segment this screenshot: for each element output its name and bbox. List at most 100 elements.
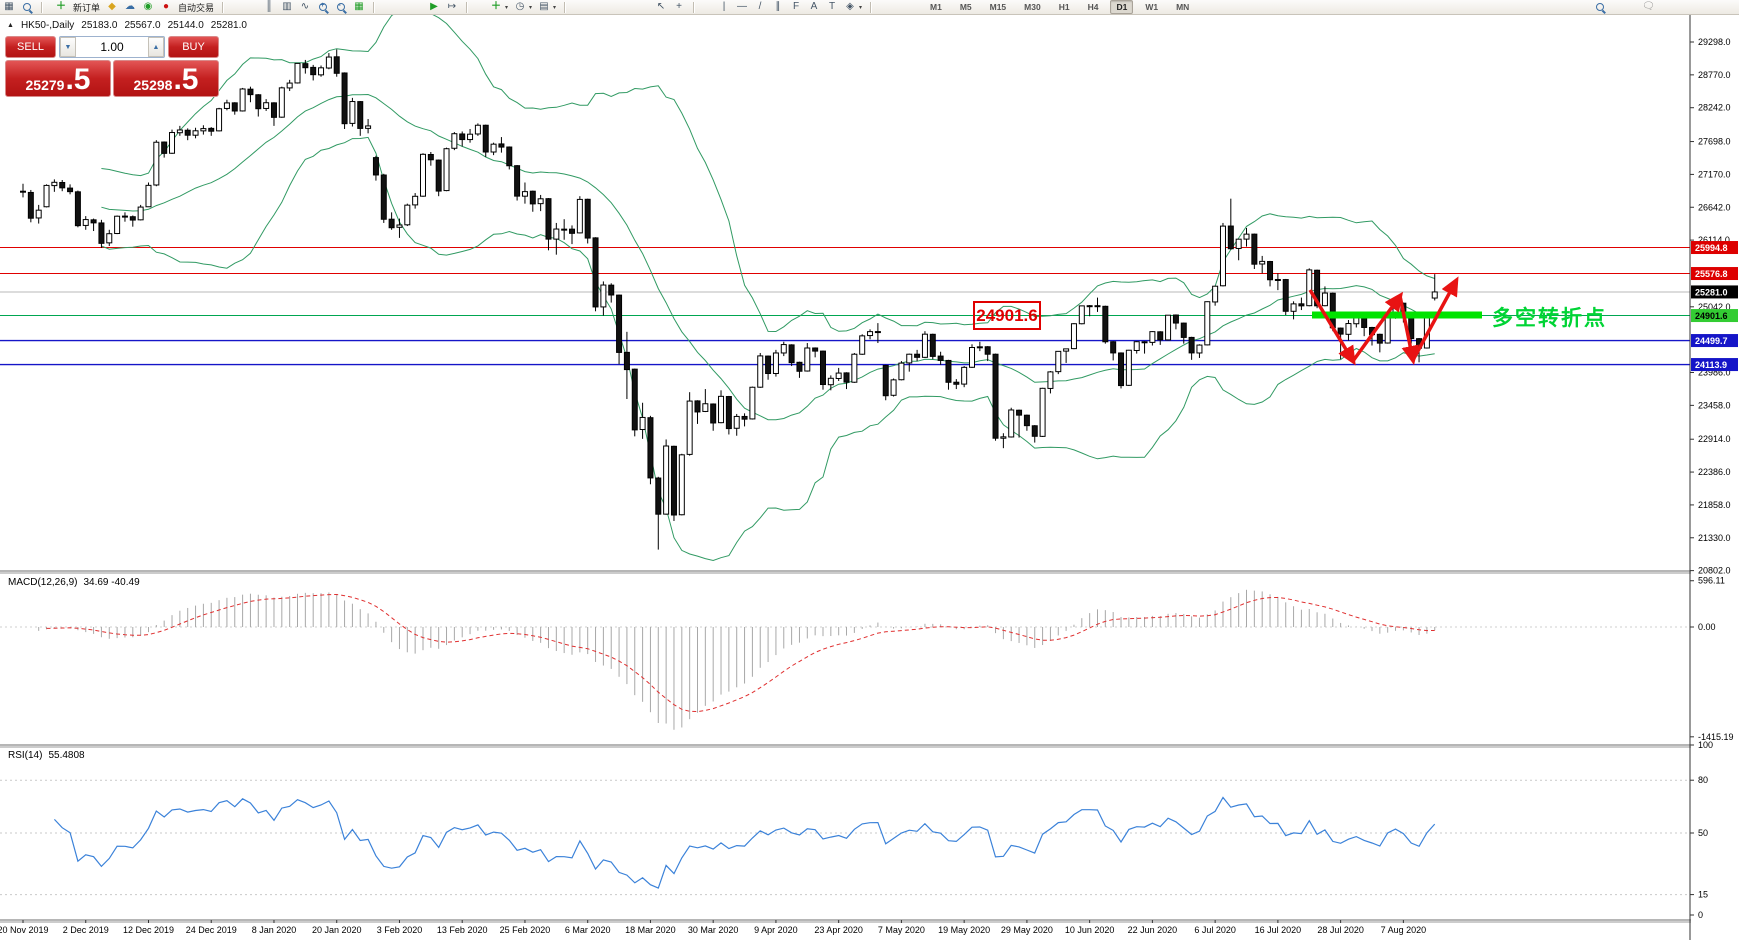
cursor-icon[interactable]: ↖: [656, 1, 666, 12]
svg-text:7 May 2020: 7 May 2020: [878, 925, 925, 935]
svg-text:50: 50: [1698, 828, 1708, 838]
bollinger-lower-band: [101, 136, 1435, 562]
periods-icon[interactable]: ◷: [515, 1, 525, 12]
svg-text:7 Aug 2020: 7 Aug 2020: [1381, 925, 1427, 935]
zoom-out-icon[interactable]: -: [335, 1, 347, 13]
svg-text:22 Jun 2020: 22 Jun 2020: [1128, 925, 1178, 935]
macd-histogram: [38, 589, 1436, 730]
sell-button[interactable]: SELL: [5, 36, 56, 58]
chart-title-bar: ▲ HK50-,Daily 25183.0 25567.0 25144.0 25…: [7, 20, 247, 31]
ohlc-high: 25567.0: [124, 20, 161, 31]
indicators-dropdown-arrow[interactable]: ▾: [505, 4, 509, 11]
svg-text:25576.8: 25576.8: [1695, 269, 1728, 279]
tab-w1[interactable]: W1: [1145, 2, 1159, 12]
chat-icon[interactable]: 🗨: [1642, 1, 1655, 12]
separator: [870, 1, 873, 13]
svg-text:80: 80: [1698, 775, 1708, 785]
buy-price-button[interactable]: 25298 .5: [113, 60, 219, 97]
separator: [222, 1, 225, 13]
text-icon[interactable]: A: [810, 1, 818, 12]
shapes-icon[interactable]: ◈: [846, 1, 854, 12]
separator: [466, 1, 468, 13]
svg-text:25042.0: 25042.0: [1698, 302, 1731, 312]
svg-text:18 Mar 2020: 18 Mar 2020: [625, 925, 676, 935]
ohlc-close: 25281.0: [210, 20, 247, 31]
svg-text:12 Dec 2019: 12 Dec 2019: [123, 925, 174, 935]
collapse-quote-arrow[interactable]: ▲: [7, 22, 14, 29]
fibonacci-icon[interactable]: F: [792, 1, 800, 12]
shapes-dropdown-arrow[interactable]: ▾: [859, 4, 863, 11]
price-level-annotation: 24901.6: [973, 301, 1041, 330]
crosshair-icon[interactable]: +: [676, 1, 682, 12]
tab-m5[interactable]: M5: [959, 2, 972, 12]
tab-mn[interactable]: MN: [1176, 2, 1190, 12]
separator: [693, 1, 695, 13]
time-axis[interactable]: 20 Nov 2019 2 Dec 2019 12 Dec 2019 24 Dec 2…: [0, 920, 1426, 935]
price-axis[interactable]: 29298.0 28770.0 28242.0 27698.0 27170.0 26642…: [1689, 14, 1739, 940]
chart-window-icon[interactable]: ▦: [4, 1, 14, 12]
macd-signal-line: [46, 593, 1435, 713]
text-label-icon[interactable]: T: [828, 1, 836, 12]
tab-m1[interactable]: M1: [930, 2, 942, 12]
svg-text:6 Mar 2020: 6 Mar 2020: [565, 925, 611, 935]
buy-button[interactable]: BUY: [168, 36, 219, 58]
templates-dropdown-arrow[interactable]: ▾: [553, 4, 557, 11]
trendline-icon[interactable]: /: [758, 1, 762, 12]
svg-text:20 Nov 2019: 20 Nov 2019: [0, 925, 49, 935]
templates-icon[interactable]: ▤: [539, 1, 549, 12]
new-order-icon[interactable]: ＋: [56, 1, 66, 12]
history-center-icon[interactable]: ◆: [108, 1, 116, 12]
svg-text:23986.0: 23986.0: [1698, 368, 1731, 378]
tile-windows-icon[interactable]: ▦: [354, 1, 364, 12]
macd-label: MACD(12,26,9) 34.69 -40.49: [8, 577, 146, 588]
tab-d1[interactable]: D1: [1110, 0, 1134, 14]
svg-text:29 May 2020: 29 May 2020: [1001, 925, 1053, 935]
market-watch-icon[interactable]: [21, 1, 33, 13]
svg-text:0: 0: [1698, 910, 1703, 920]
svg-text:22386.0: 22386.0: [1698, 467, 1731, 477]
channel-icon[interactable]: ∥: [775, 1, 781, 12]
line-chart-icon[interactable]: ∿: [300, 1, 310, 12]
svg-text:6 Jul 2020: 6 Jul 2020: [1194, 925, 1236, 935]
svg-text:24113.9: 24113.9: [1695, 360, 1727, 370]
separator: [41, 1, 43, 13]
horizontal-line-icon[interactable]: —: [737, 1, 747, 12]
bollinger-middle-band: [101, 93, 1435, 421]
vertical-line-icon[interactable]: |: [722, 1, 726, 12]
auto-scroll-icon[interactable]: ▶: [430, 1, 438, 12]
toolbar-scroll-group: ▶ ↦: [428, 0, 470, 14]
autotrading-label[interactable]: 自动交易: [178, 2, 215, 13]
bar-chart-icon[interactable]: ║: [265, 1, 273, 12]
volume-decrease-button[interactable]: ▼: [60, 37, 76, 57]
toolbar-draw-group: | — / ∥ F A T ◈ ▾: [718, 0, 874, 14]
sell-price-button[interactable]: 25279 .5: [5, 60, 111, 97]
chart-shift-icon[interactable]: ↦: [447, 1, 457, 12]
tab-m30[interactable]: M30: [1024, 2, 1041, 12]
candlestick-chart-icon[interactable]: ▥: [282, 1, 292, 12]
autotrading-icon[interactable]: ●: [162, 1, 170, 12]
svg-text:25994.8: 25994.8: [1695, 243, 1728, 253]
horizontal-price-lines: [0, 247, 1690, 366]
svg-text:30 Mar 2020: 30 Mar 2020: [688, 925, 739, 935]
trend-arrows: [1308, 276, 1459, 366]
buy-price-pips: .5: [173, 63, 199, 96]
zoom-in-icon[interactable]: +: [317, 1, 329, 13]
toolbar-trade-group: ＋ 新订单 ◆ ☁ ◉ ● 自动交易: [55, 0, 226, 14]
volume-increase-button[interactable]: ▲: [148, 37, 164, 57]
svg-text:23458.0: 23458.0: [1698, 400, 1731, 410]
indicators-icon[interactable]: ＋: [491, 1, 501, 12]
search-icon[interactable]: [1594, 1, 1606, 13]
svg-text:27170.0: 27170.0: [1698, 169, 1731, 179]
candlestick-series: [20, 49, 1438, 550]
signals-icon[interactable]: ◉: [143, 1, 153, 12]
cloud-icon[interactable]: ☁: [125, 1, 136, 12]
svg-text:-1415.19: -1415.19: [1698, 732, 1734, 742]
periods-dropdown-arrow[interactable]: ▾: [529, 4, 533, 11]
new-order-label[interactable]: 新订单: [73, 2, 101, 13]
tab-h4[interactable]: H4: [1087, 2, 1099, 12]
volume-value[interactable]: 1.00: [100, 40, 124, 54]
rsi-label: RSI(14) 55.4808: [8, 750, 91, 761]
tab-m15[interactable]: M15: [989, 2, 1007, 12]
tab-h1[interactable]: H1: [1058, 2, 1070, 12]
